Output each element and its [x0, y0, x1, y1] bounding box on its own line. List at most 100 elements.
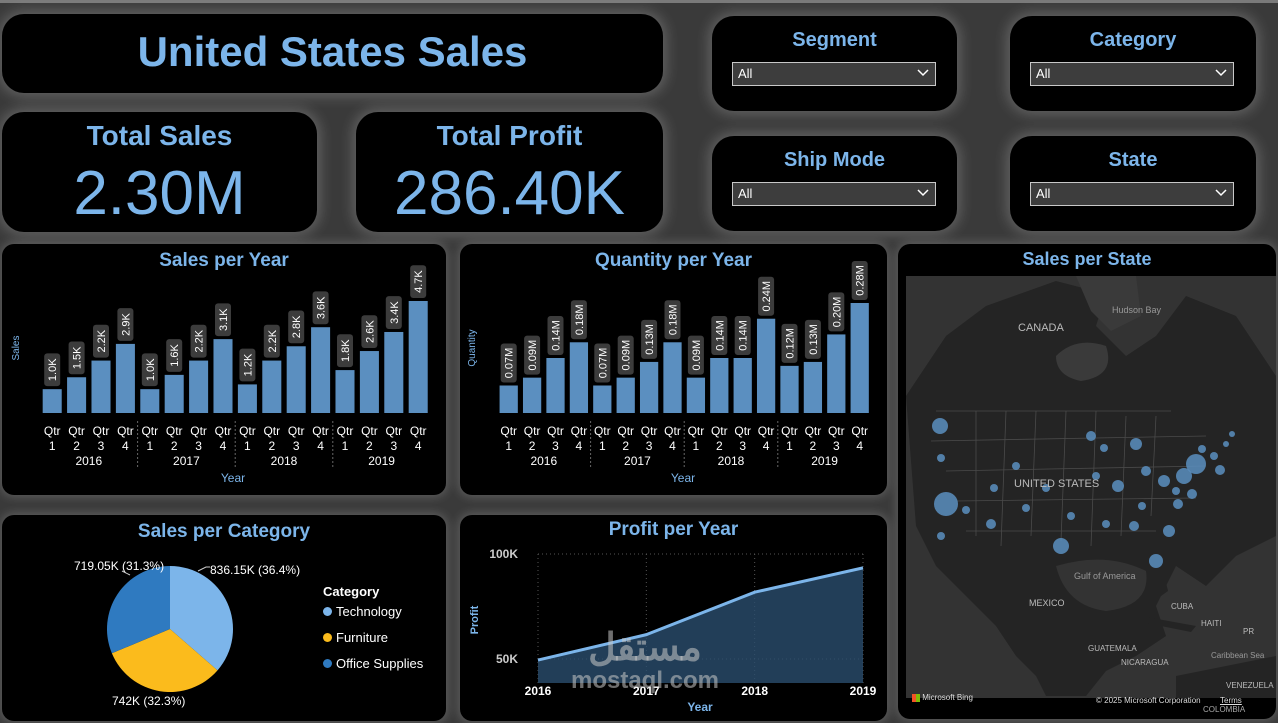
state-bubble [1158, 475, 1170, 487]
state-bubble [1130, 438, 1142, 450]
ship-mode-dropdown[interactable]: All [732, 182, 936, 206]
sales-data-label-text: 3.6K [316, 296, 328, 319]
profit-line[interactable] [537, 566, 864, 662]
sales-bar[interactable] [189, 360, 209, 413]
map-title: Sales per State [1022, 249, 1152, 269]
sales-x-tick-label: Qtr [68, 424, 85, 438]
state-bubble [1053, 538, 1069, 554]
sales-bar[interactable] [286, 346, 306, 413]
sales-bar[interactable] [67, 377, 87, 413]
sales-data-label-text: 1.2K [242, 353, 254, 376]
quantity-bar[interactable] [686, 377, 706, 413]
sales-data-label: 2.8K [288, 310, 305, 344]
sales-bar[interactable] [384, 331, 404, 413]
sales-bar[interactable] [213, 339, 233, 413]
sales-bar[interactable] [42, 389, 62, 413]
chevron-down-icon [1215, 189, 1227, 197]
sales-x-tick-label: Qtr [44, 424, 61, 438]
quantity-x-tick-label: 2 [529, 439, 536, 453]
quantity-data-label-bg [570, 300, 587, 340]
quantity-data-label-text: 0.14M [551, 320, 563, 351]
sales-bar[interactable] [237, 384, 257, 413]
profit-y-tick-50k: 50K [496, 652, 518, 666]
profit-area-chart: Profit Year 100K 50K 2016 2017 2018 2019 [469, 547, 877, 714]
sales-map[interactable]: CANADA Hudson Bay UNITED STATES Gulf of … [906, 276, 1276, 698]
map-terms-link[interactable]: Terms [1220, 696, 1242, 705]
pie-slice-technology[interactable] [170, 566, 234, 671]
sales-bar[interactable] [91, 360, 111, 413]
sales-data-label-bg [68, 341, 85, 375]
sales-bar[interactable] [140, 389, 160, 413]
quantity-x-tick-label: 1 [599, 439, 606, 453]
sales-data-label-bg [215, 303, 231, 337]
sales-bar[interactable] [164, 374, 184, 413]
pie-slice-office-supplies[interactable] [107, 566, 170, 654]
profit-x-tick-label: 2019 [850, 684, 877, 698]
sales-data-label: 3.6K [312, 291, 329, 325]
profit-x-axis-label: Year [687, 700, 713, 714]
legend-item-furniture[interactable]: Furniture [323, 630, 423, 656]
quantity-x-tick-label: 1 [693, 439, 700, 453]
quantity-data-label: 0.09M [617, 335, 634, 375]
sales-bar[interactable] [311, 327, 331, 413]
state-dropdown[interactable]: All [1030, 182, 1234, 206]
sales-x-tick-label: 2 [366, 439, 373, 453]
quantity-x-tick-label: 4 [669, 439, 676, 453]
sales-bar[interactable] [408, 301, 428, 413]
kpi-total-profit-label: Total Profit [436, 120, 583, 151]
quantity-data-label: 0.12M [781, 323, 798, 363]
sales-x-tick-label: 3 [293, 439, 300, 453]
quantity-bar[interactable] [546, 358, 565, 413]
sales-x-tick-label: 4 [220, 439, 227, 453]
sales-bar[interactable] [115, 343, 135, 413]
quantity-bar[interactable] [593, 385, 612, 414]
colombia-label: COLOMBIA [1203, 705, 1246, 714]
sales-data-label: 2.2K [93, 324, 109, 358]
quantity-bar[interactable] [756, 318, 776, 413]
quantity-bar[interactable] [639, 361, 659, 413]
quantity-bar[interactable] [663, 342, 682, 413]
sales-bar[interactable] [335, 370, 355, 413]
quantity-bar[interactable] [780, 365, 799, 413]
legend-item-office-supplies[interactable]: Office Supplies [323, 656, 423, 682]
usa-label: UNITED STATES [1014, 478, 1099, 490]
quantity-bar[interactable] [499, 385, 518, 414]
quantity-x-tick-label: 2 [810, 439, 817, 453]
kpi-total-sales-label: Total Sales [86, 120, 233, 151]
bing-icon [912, 693, 920, 702]
pie-slice-furniture[interactable] [111, 629, 218, 692]
segment-dropdown[interactable]: All [732, 62, 936, 86]
sales-bar[interactable] [359, 351, 379, 413]
quantity-data-label-bg [734, 316, 751, 355]
legend-item-technology[interactable]: Technology [323, 604, 423, 630]
quantity-x-tick-label: Qtr [734, 424, 751, 438]
category-dropdown[interactable]: All [1030, 62, 1234, 86]
state-bubble [1100, 444, 1108, 452]
quantity-bar[interactable] [803, 361, 823, 413]
quantity-bar[interactable] [710, 358, 729, 413]
quantity-year-label: 2018 [718, 454, 745, 468]
quantity-data-label-bg [758, 276, 775, 316]
sales-x-tick-label: 1 [49, 439, 56, 453]
sales-data-label-text: 2.2K [267, 329, 279, 352]
north-america-landmass [906, 281, 1276, 696]
haiti-label: HAITI [1201, 619, 1221, 628]
hudson-bay-label: Hudson Bay [1112, 305, 1162, 315]
quantity-bar[interactable] [616, 377, 635, 413]
quantity-bar[interactable] [733, 358, 752, 413]
quantity-x-tick-label: 3 [739, 439, 746, 453]
sales-data-label-bg [263, 324, 280, 358]
sales-bar[interactable] [262, 360, 282, 413]
quantity-bar[interactable] [827, 334, 846, 413]
quantity-data-label-text: 0.13M [644, 324, 656, 355]
quantity-data-label-bg [594, 343, 611, 383]
quantity-bar[interactable] [569, 342, 589, 413]
quantity-bar[interactable] [850, 303, 869, 413]
sales-x-tick-label: Qtr [337, 424, 354, 438]
sales-x-tick-label: 1 [342, 439, 349, 453]
legend-label: Office Supplies [336, 656, 424, 671]
state-bubble [1187, 489, 1197, 499]
sales-x-tick-label: Qtr [93, 424, 110, 438]
quantity-data-label-text: 0.24M [761, 281, 773, 312]
quantity-bar[interactable] [522, 377, 542, 413]
